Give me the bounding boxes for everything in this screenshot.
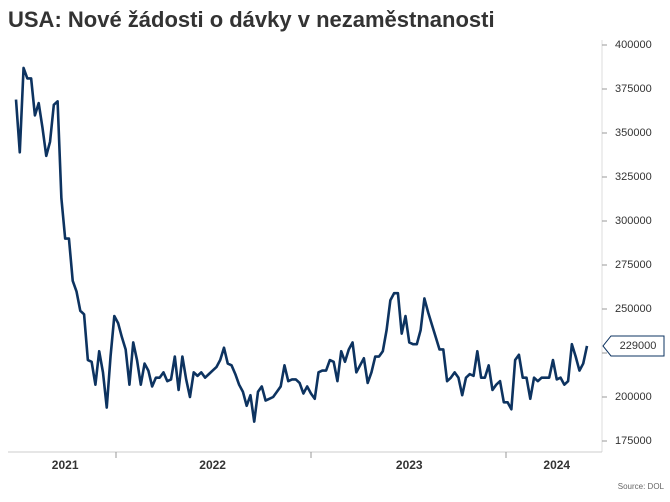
- last-value-label: 229000: [620, 340, 657, 352]
- x-tick-label: 2023: [396, 458, 423, 472]
- y-tick-label: 325000: [615, 171, 652, 183]
- y-tick-label: 250000: [615, 303, 652, 315]
- y-tick-label: 175000: [615, 435, 652, 447]
- x-tick-label: 2022: [199, 458, 226, 472]
- series-line: [14, 66, 589, 423]
- x-tick-label: 2024: [543, 458, 570, 472]
- x-tick-label: 2021: [52, 458, 79, 472]
- y-tick-label: 200000: [615, 391, 652, 403]
- y-tick-label: 300000: [615, 215, 652, 227]
- y-tick-label: 400000: [615, 39, 652, 51]
- source-note: Source: DOL: [618, 482, 665, 491]
- y-tick-label: 375000: [615, 83, 652, 95]
- y-tick-label: 275000: [615, 259, 652, 271]
- chart-title: USA: Nové žádosti o dávky v nezaměstnano…: [8, 7, 495, 32]
- last-value-callout: [602, 335, 665, 357]
- y-tick-label: 350000: [615, 127, 652, 139]
